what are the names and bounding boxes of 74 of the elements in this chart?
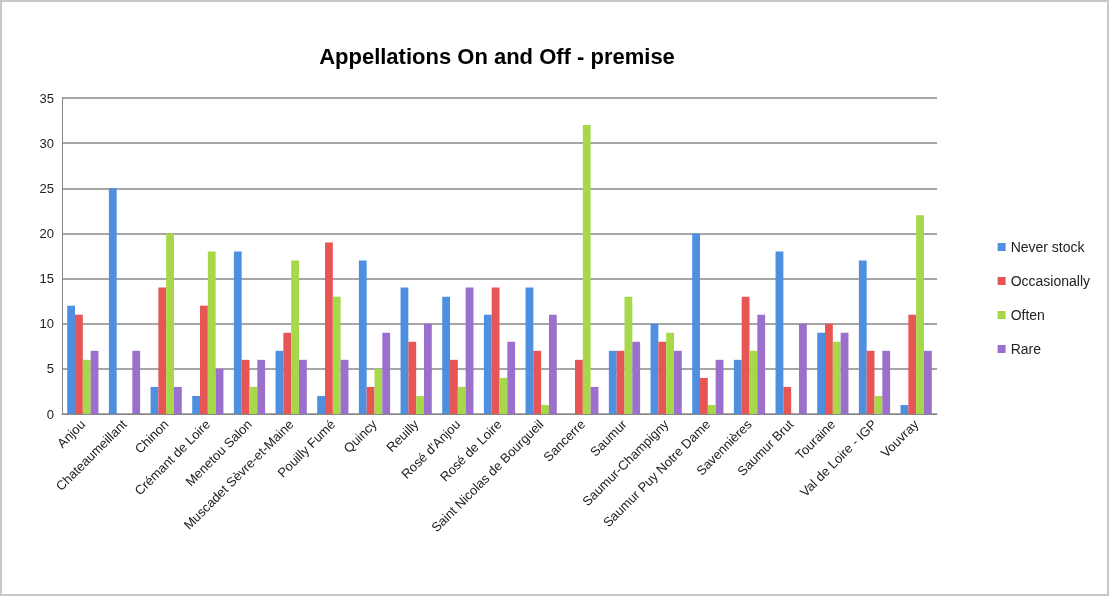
bar [423, 323, 432, 414]
bar [382, 332, 391, 414]
bar [166, 233, 174, 414]
bar [241, 359, 250, 414]
y-tick-label: 20 [39, 225, 54, 241]
bar [291, 260, 299, 414]
bar [632, 341, 641, 414]
y-tick-label: 35 [39, 90, 54, 106]
bar [541, 404, 549, 414]
bar [923, 350, 932, 414]
bar [575, 359, 583, 414]
bar [866, 350, 875, 414]
bar [507, 341, 516, 414]
bar [858, 260, 867, 414]
bar [775, 251, 784, 414]
bar [666, 332, 674, 414]
bar [533, 350, 542, 414]
bar [548, 314, 557, 414]
bar [408, 341, 417, 414]
y-tick-label: 0 [46, 406, 54, 422]
bar [608, 350, 617, 414]
y-tick-label: 10 [39, 316, 54, 332]
bar [916, 215, 924, 414]
bar [173, 386, 182, 414]
bar [658, 341, 667, 414]
bar [283, 332, 292, 414]
bar [442, 296, 451, 414]
bar [200, 305, 208, 414]
bar [817, 332, 826, 414]
legend-label: Occasionally [1010, 273, 1091, 289]
bar [757, 314, 766, 414]
bar [450, 359, 458, 414]
bar [582, 125, 591, 414]
y-tick-label: 25 [39, 180, 54, 196]
bar [416, 395, 424, 414]
bar [616, 350, 625, 414]
bar [257, 359, 266, 414]
y-tick-label: 5 [46, 361, 54, 377]
bar [825, 323, 833, 414]
bar [233, 251, 242, 414]
bar [192, 395, 201, 414]
bar [67, 305, 76, 414]
bar [457, 386, 466, 414]
bar [707, 404, 716, 414]
bar [673, 350, 682, 414]
bar [358, 260, 367, 414]
bar [741, 296, 750, 414]
bar [132, 350, 141, 414]
bar [832, 341, 841, 414]
bar [783, 386, 792, 414]
bar [700, 377, 708, 414]
legend-label: Often [1010, 307, 1045, 323]
chart-title: Appellations On and Off - premise [319, 43, 675, 69]
bar [332, 296, 341, 414]
bar [483, 314, 492, 414]
y-tick-label: 15 [39, 271, 54, 287]
bar [82, 359, 91, 414]
bar [75, 314, 83, 414]
bar [298, 359, 307, 414]
bar [733, 359, 742, 414]
bar [207, 251, 216, 414]
bar [366, 386, 375, 414]
bar [798, 323, 807, 414]
bar [882, 350, 891, 414]
bar [692, 233, 701, 414]
bar [317, 395, 326, 414]
bar [908, 314, 917, 414]
bar [325, 242, 333, 414]
bar [158, 287, 167, 414]
bar [491, 287, 500, 414]
y-tick-label: 30 [39, 135, 54, 151]
legend-label: Rare [1010, 341, 1042, 357]
bar [108, 188, 117, 414]
legend-label: Never stock [1010, 239, 1086, 255]
